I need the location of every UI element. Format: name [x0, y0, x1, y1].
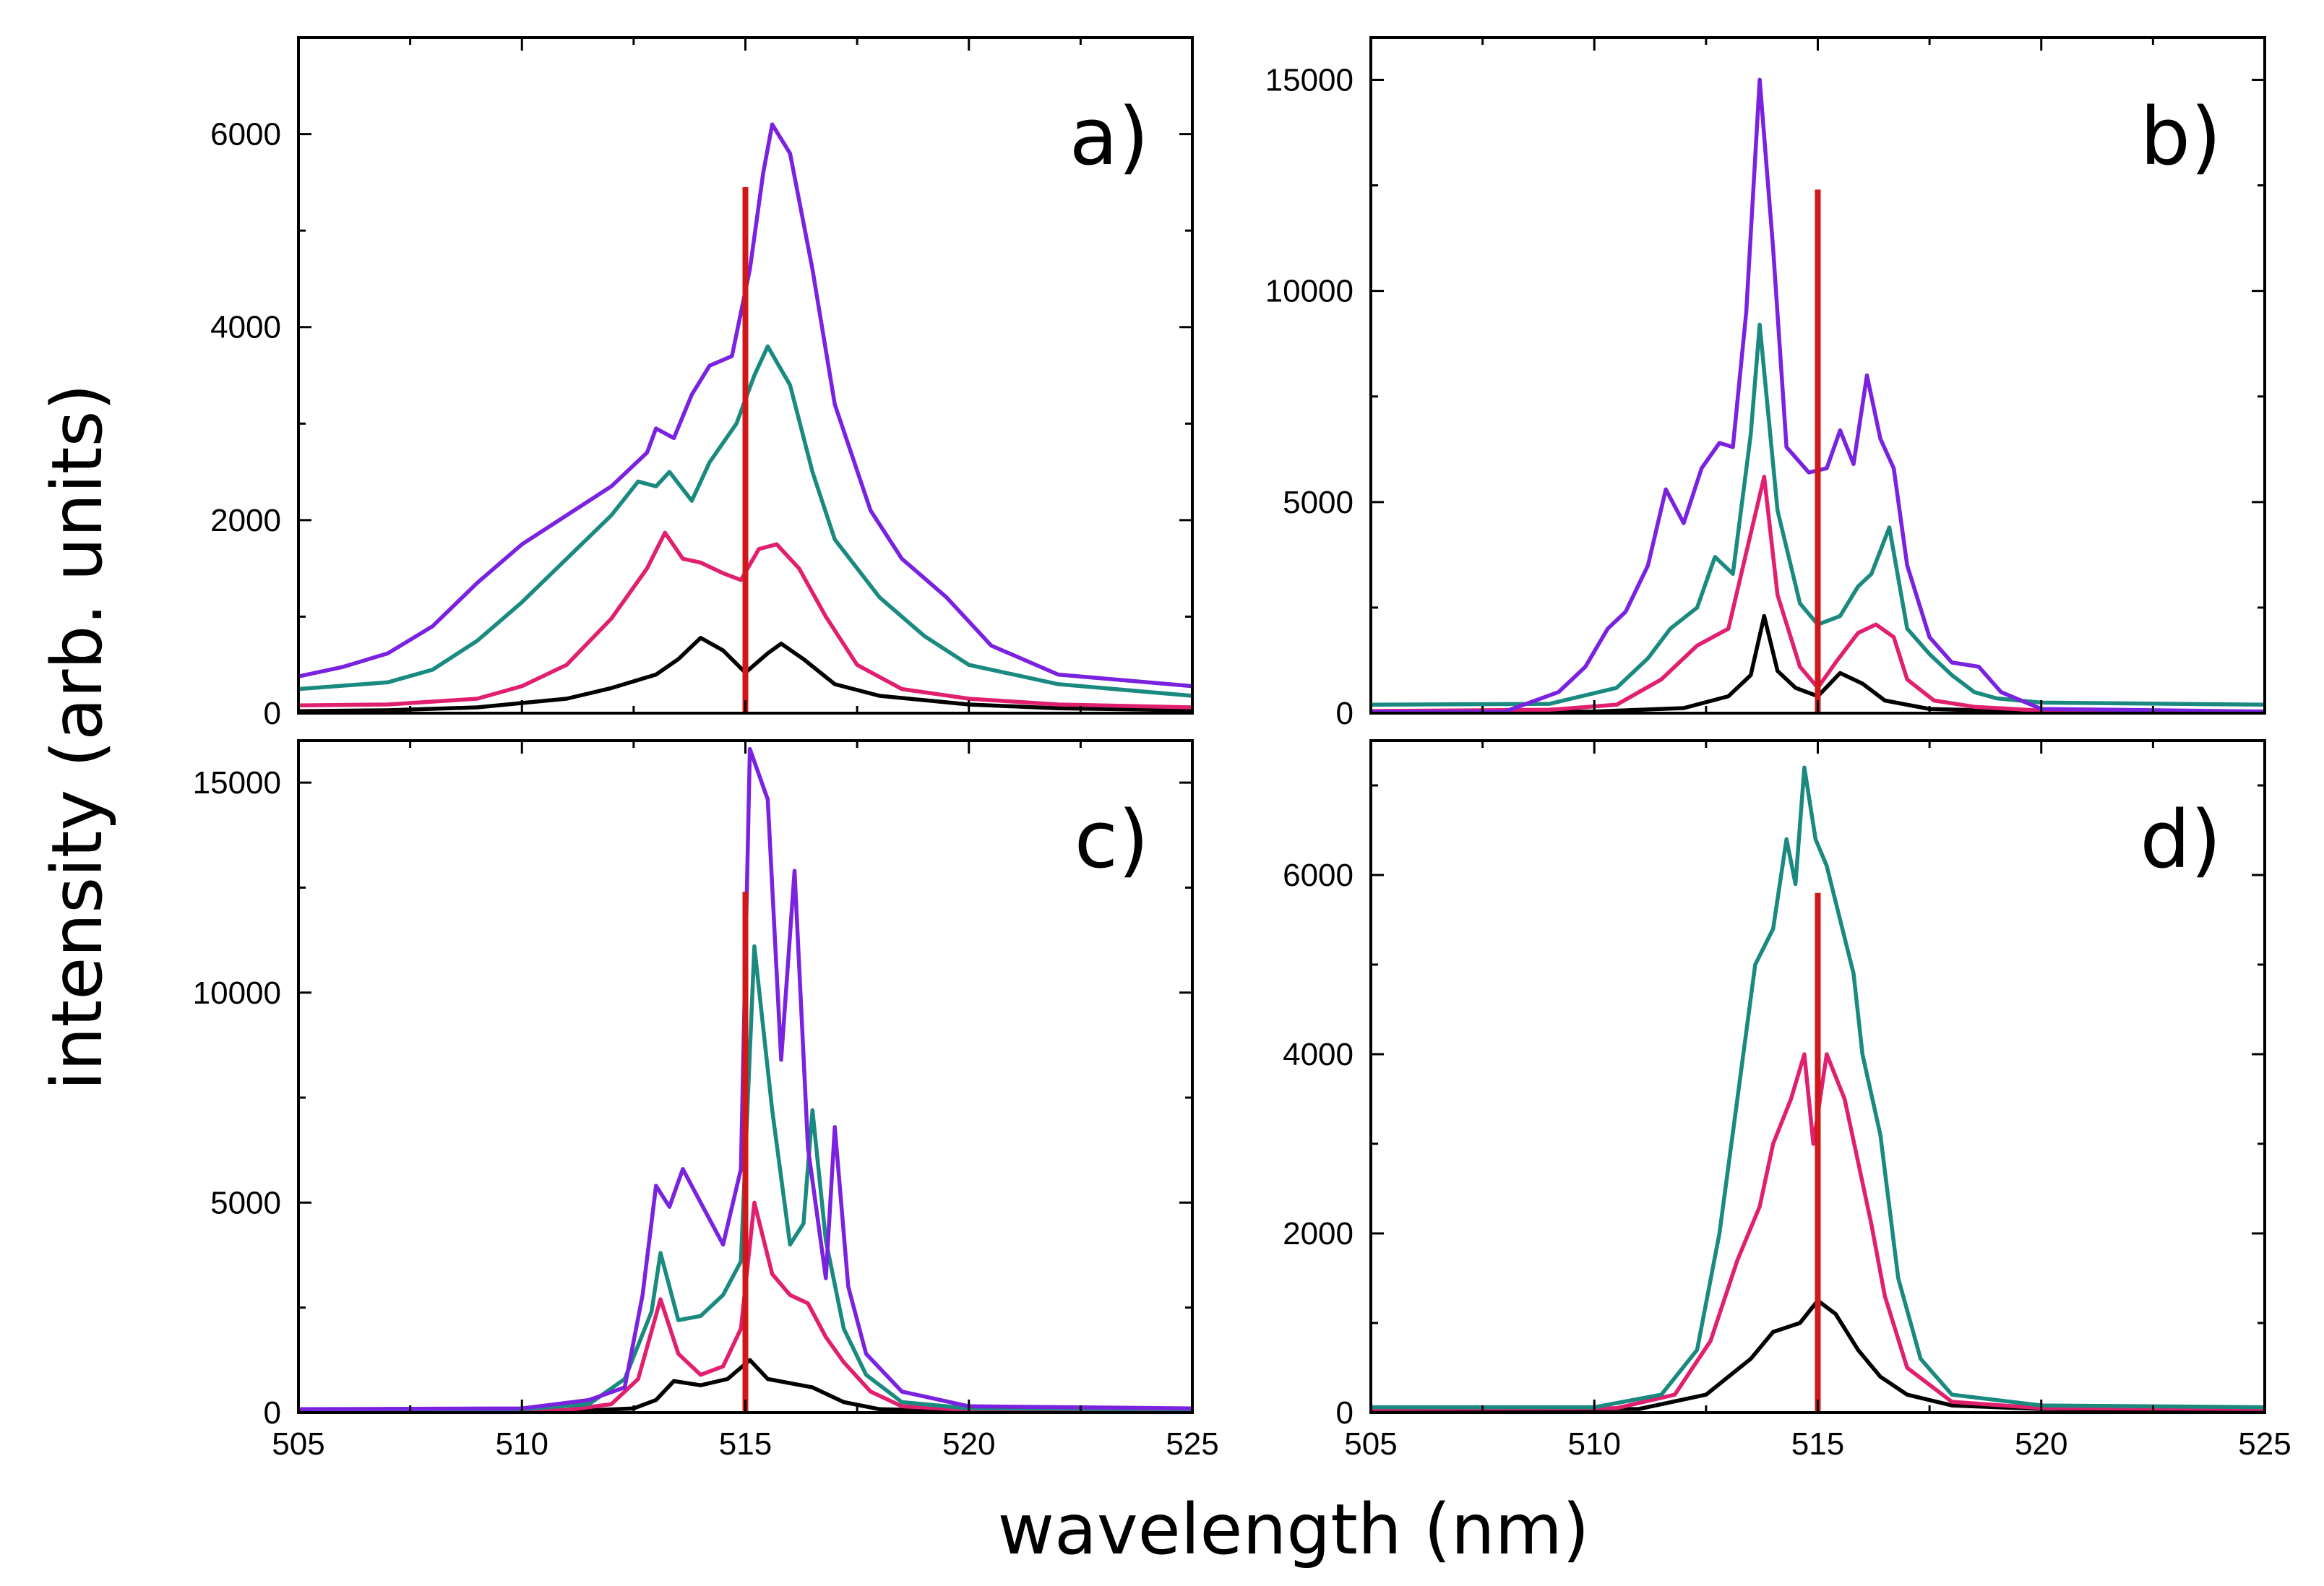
y-tick-label: 15000: [1265, 62, 1353, 98]
y-tick-label: 0: [264, 1395, 281, 1431]
y-tick-label: 0: [264, 696, 281, 731]
x-tick-label: 520: [2015, 1426, 2067, 1462]
panel-3: 505 510 515 520 525 0 5000 10000 15000 c): [193, 739, 1219, 1462]
y-tick-label: 4000: [210, 310, 281, 345]
series-line-2: [298, 1200, 1193, 1413]
panel-4: 505 510 515 520 525 0 2000 4000 6000 d): [1283, 739, 2291, 1462]
series-line-1: [1370, 613, 2265, 715]
series-line-2: [298, 530, 1193, 710]
series-line-1: [1370, 1298, 2265, 1413]
y-tick-label: 5000: [210, 1185, 281, 1220]
panel-label: c): [1075, 793, 1149, 886]
y-tick-label: 10000: [193, 975, 281, 1011]
x-tick-label: 525: [2238, 1426, 2291, 1462]
x-tick-label: 515: [1791, 1426, 1844, 1462]
x-tick-label: 510: [496, 1426, 548, 1462]
x-tick-label: 515: [719, 1426, 772, 1462]
y-tick-label: 0: [1336, 1395, 1353, 1431]
series-line-2: [1370, 1052, 2265, 1411]
series-line-4: [298, 746, 1193, 1412]
y-axis-title: intensity (arb. units): [37, 384, 118, 1090]
x-tick-label: 505: [272, 1426, 324, 1462]
panel-label: a): [1070, 90, 1149, 183]
series-line-4: [298, 122, 1193, 689]
y-tick-label: 6000: [1283, 858, 1353, 893]
y-tick-label: 4000: [1283, 1037, 1353, 1072]
series-line-3: [1370, 322, 2265, 707]
x-tick-label: 510: [1568, 1426, 1621, 1462]
panel-label: b): [2140, 90, 2221, 183]
x-tick-label: 525: [1166, 1426, 1218, 1462]
series-line-3: [298, 344, 1193, 698]
x-tick-label: 505: [1344, 1426, 1397, 1462]
series-line-3: [298, 944, 1193, 1413]
panel-1: 0 2000 4000 6000 a): [210, 36, 1194, 731]
series-line-4: [1370, 77, 2265, 714]
y-tick-label: 0: [1336, 696, 1353, 731]
x-axis-title: wavelength (nm): [998, 1489, 1590, 1570]
y-tick-label: 15000: [193, 765, 281, 801]
series-line-3: [1371, 765, 2265, 1410]
y-tick-label: 2000: [1283, 1216, 1353, 1251]
series-line-1: [298, 636, 1193, 714]
panel-2: 0 5000 10000 15000 b): [1265, 36, 2266, 731]
y-tick-label: 5000: [1283, 485, 1353, 520]
panel-label: d): [2140, 793, 2221, 886]
x-tick-label: 520: [942, 1426, 995, 1462]
series-line-1: [298, 1358, 1193, 1414]
series-line-2: [1370, 475, 2265, 714]
y-tick-label: 2000: [210, 503, 281, 538]
y-tick-label: 10000: [1265, 274, 1353, 309]
y-tick-label: 6000: [210, 117, 281, 152]
